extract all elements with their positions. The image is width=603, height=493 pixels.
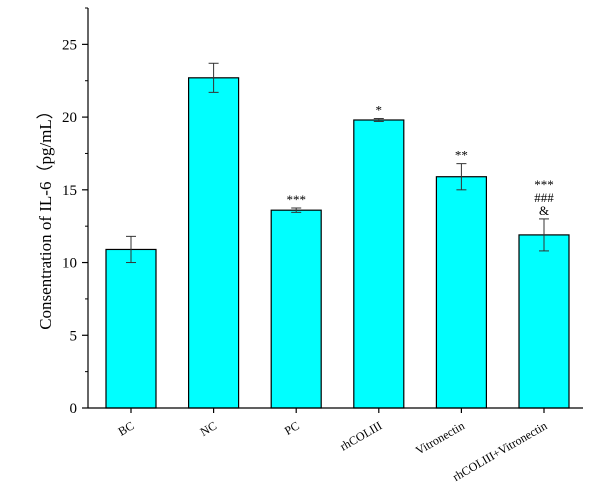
significance-label: *** [286, 192, 306, 207]
x-category-label: NC [198, 418, 219, 438]
significance-label: & [539, 203, 549, 218]
y-tick-label: 5 [70, 328, 78, 344]
error-bar [126, 235, 136, 264]
x-category-label: Vitronectin [413, 418, 467, 457]
x-category-label: PC [282, 418, 302, 437]
y-tick-label: 10 [62, 256, 77, 272]
bars [105, 77, 570, 409]
y-tick-label: 15 [62, 183, 77, 199]
error-bar [208, 62, 219, 93]
significance-label: *** [534, 177, 554, 192]
bar-rhcoliii [353, 119, 405, 409]
error-bars [126, 62, 549, 264]
bar-nc [188, 77, 240, 409]
error-bar [291, 207, 302, 213]
significance-label: ### [534, 190, 554, 205]
y-tick-label: 20 [62, 110, 77, 126]
y-tick-label: 25 [62, 37, 77, 53]
y-axis-title: Consentration of IL-6（pg/mL） [36, 102, 55, 330]
significance-label: * [376, 103, 383, 118]
bar-vitronectin [435, 176, 487, 409]
error-bar [539, 218, 549, 252]
x-category-label: BC [116, 418, 137, 438]
error-bar [373, 118, 384, 122]
x-category-label: rhCOLIII [337, 418, 384, 453]
significance-label: ** [455, 148, 468, 163]
bar-bc [105, 248, 157, 409]
significance-labels: *********###& [286, 103, 554, 218]
x-axis-categories: BC NC PC rhCOLIII VitronectinrhCOLIII+Vitron… [116, 408, 550, 484]
y-tick-label: 0 [70, 401, 78, 417]
bar-rhcoliii-vitronectin [518, 234, 570, 409]
y-axis-ticks: 0 5 10 15 20 25 [62, 7, 88, 417]
bar-pc [270, 209, 322, 409]
error-bar [456, 163, 467, 191]
